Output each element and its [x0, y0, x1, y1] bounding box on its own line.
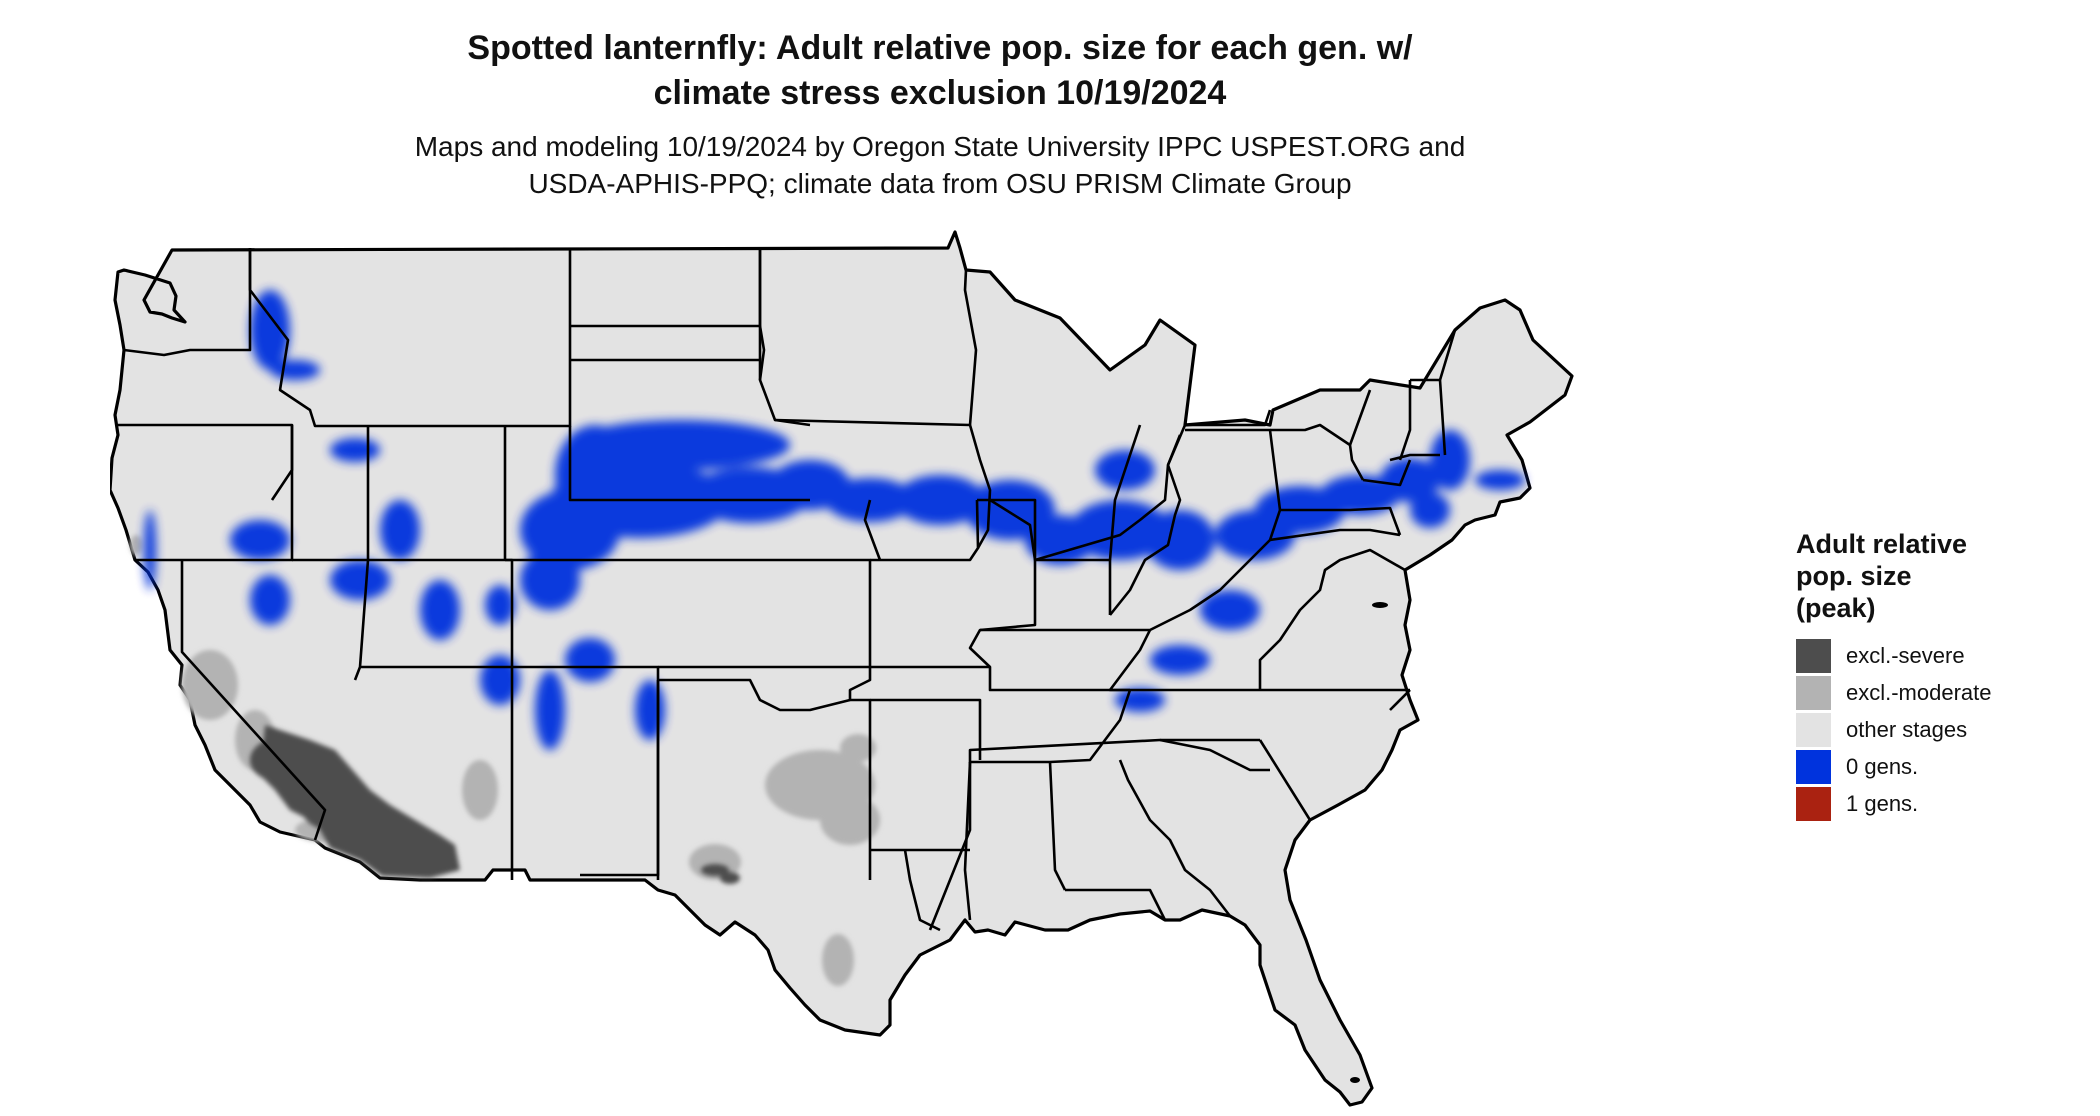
subtitle-line-2: USDA-APHIS-PPQ; climate data from OSU PR…	[528, 168, 1352, 199]
legend-swatch	[1796, 787, 1831, 821]
us-map	[110, 230, 1574, 1107]
zero-gen-zones	[144, 290, 1525, 750]
legend-title-line-2: pop. size	[1796, 561, 1912, 591]
legend-label: excl.-severe	[1846, 643, 1965, 668]
legend-swatch	[1796, 676, 1831, 710]
legend: Adult relative pop. size (peak) excl.-se…	[1796, 528, 2036, 823]
legend-label: other stages	[1846, 717, 1968, 742]
legend-title: Adult relative pop. size (peak)	[1796, 528, 2036, 624]
map-title: Spotted lanternfly: Adult relative pop. …	[300, 26, 1580, 116]
legend-title-line-3: (peak)	[1796, 593, 1876, 623]
legend-swatch	[1796, 713, 1831, 747]
coastal-islands	[1350, 602, 1388, 1083]
legend-item-other-stages: other stages	[1796, 712, 2036, 748]
legend-label: 0 gens.	[1846, 754, 1919, 779]
legend-swatch	[1796, 750, 1831, 784]
subtitle-line-1: Maps and modeling 10/19/2024 by Oregon S…	[414, 131, 1466, 162]
legend-label: 1 gens.	[1846, 791, 1919, 816]
legend-title-line-1: Adult relative	[1796, 529, 1968, 559]
title-line-1: Spotted lanternfly: Adult relative pop. …	[467, 29, 1413, 67]
legend-label: excl.-moderate	[1846, 680, 1992, 705]
legend-item-excl-severe: excl.-severe	[1796, 638, 2036, 674]
legend-item-one-gens: 1 gens.	[1796, 786, 2036, 822]
legend-item-excl-moderate: excl.-moderate	[1796, 675, 2036, 711]
title-line-2: climate stress exclusion 10/19/2024	[653, 74, 1227, 112]
state-borders	[118, 248, 1457, 932]
map-subtitle: Maps and modeling 10/19/2024 by Oregon S…	[300, 128, 1580, 202]
legend-item-zero-gens: 0 gens.	[1796, 749, 2036, 785]
legend-swatch	[1796, 639, 1831, 673]
